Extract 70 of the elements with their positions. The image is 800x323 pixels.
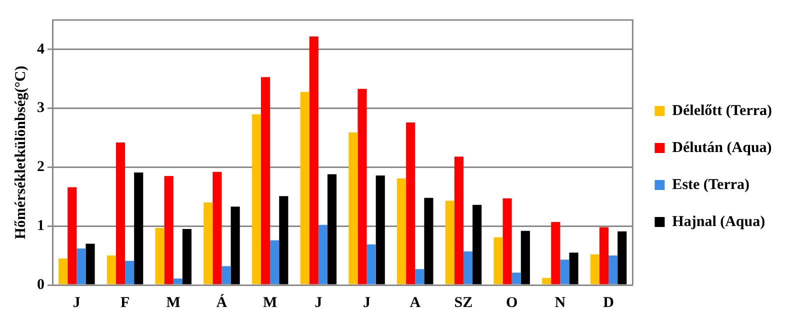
- bar: [116, 142, 126, 284]
- bar: [415, 269, 424, 284]
- bar: [512, 272, 521, 284]
- bar: [348, 132, 358, 284]
- bar: [279, 196, 288, 284]
- bar: [134, 172, 144, 284]
- bar: [212, 172, 222, 284]
- legend-label: Hajnal (Aqua): [672, 214, 766, 230]
- bar: [125, 260, 134, 284]
- bar: [86, 244, 95, 284]
- bar: [270, 240, 280, 284]
- bar: [58, 258, 68, 284]
- x-tick-label: M: [166, 294, 180, 311]
- legend-label: Este (Terra): [672, 176, 750, 193]
- bar: [300, 92, 310, 284]
- bar: [551, 222, 560, 284]
- bar: [590, 254, 600, 284]
- bar: [472, 204, 482, 284]
- legend-label: Délelőtt (Terra): [672, 102, 772, 119]
- bar: [520, 230, 530, 284]
- bar: [454, 156, 464, 284]
- bar: [599, 227, 609, 284]
- bar: [155, 228, 164, 284]
- y-tick-label: 2: [37, 159, 44, 176]
- bar: [204, 202, 213, 284]
- bar: [494, 237, 503, 284]
- bar: [252, 114, 262, 284]
- bar: [608, 256, 618, 284]
- y-tick-label: 3: [37, 100, 44, 116]
- x-tick-label: D: [603, 294, 614, 311]
- bar: [173, 278, 182, 284]
- bar: [560, 260, 570, 284]
- y-tick-label: 1: [37, 218, 44, 234]
- x-tick-label: N: [554, 294, 566, 311]
- bar: [261, 77, 270, 284]
- y-axis-title: Hőmérsékletkülönbség(°C): [12, 66, 29, 240]
- x-tick-label: M: [262, 294, 278, 311]
- bar: [445, 200, 454, 284]
- bar: [376, 175, 385, 284]
- x-tick-label: F: [120, 294, 130, 311]
- bar: [358, 88, 367, 284]
- x-tick-label: Á: [216, 294, 228, 311]
- bar: [569, 252, 578, 284]
- y-tick-label: 4: [37, 41, 45, 58]
- bar: [318, 224, 328, 284]
- x-tick-label: O: [506, 294, 518, 311]
- bar: [424, 198, 434, 284]
- y-tick-label: 0: [37, 276, 44, 293]
- bar: [164, 176, 174, 284]
- bar: [76, 248, 86, 284]
- bar: [406, 122, 416, 284]
- bar: [182, 229, 192, 284]
- bar: [502, 198, 512, 284]
- bar: [230, 206, 240, 284]
- bar: [309, 36, 318, 284]
- bar: [327, 174, 337, 284]
- bar: [106, 256, 116, 284]
- bar: [542, 278, 552, 284]
- bar: [618, 231, 627, 284]
- bar: [396, 178, 406, 284]
- bar: [366, 244, 376, 284]
- x-tick-label: SZ: [454, 294, 473, 311]
- x-tick-label: A: [410, 294, 421, 311]
- x-tick-label: J: [314, 294, 323, 311]
- legend-label: Délután (Aqua): [672, 140, 772, 156]
- bar: [463, 251, 473, 284]
- x-tick-label: J: [72, 294, 81, 311]
- bar: [68, 187, 77, 284]
- x-tick-label: J: [363, 294, 372, 311]
- bar: [222, 266, 231, 284]
